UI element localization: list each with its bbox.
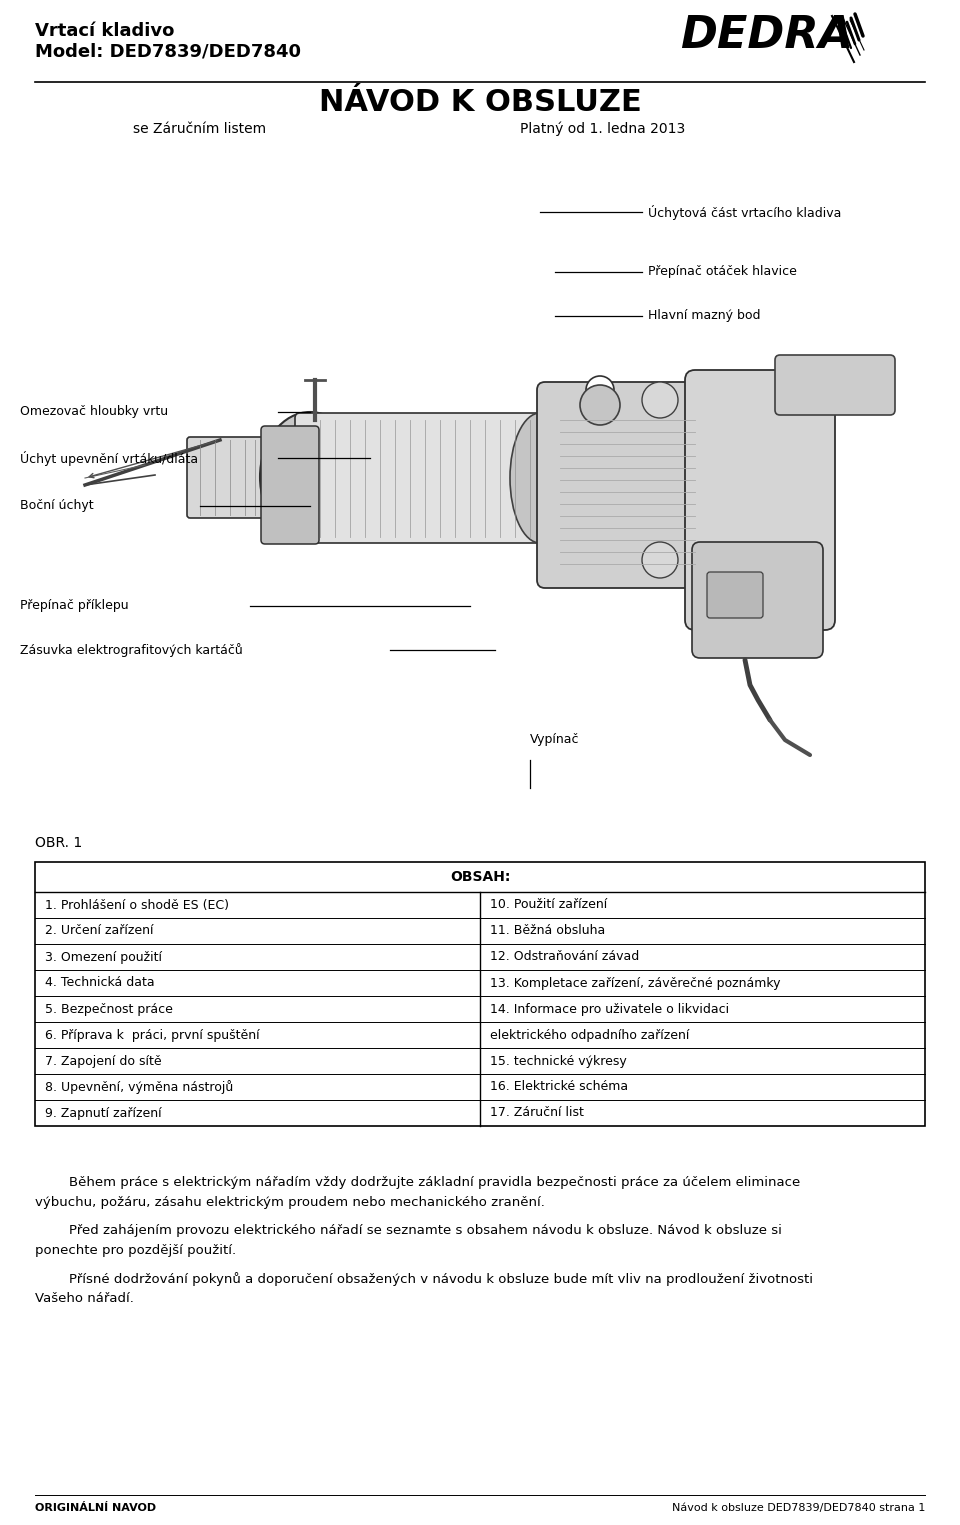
Text: Zásuvka elektrografitových kartáčů: Zásuvka elektrografitových kartáčů	[20, 644, 243, 657]
Circle shape	[580, 384, 620, 425]
Text: Přísné dodržování pokynů a doporučení obsažených v návodu k obsluze bude mít vli: Přísné dodržování pokynů a doporučení ob…	[35, 1272, 813, 1286]
Text: Omezovač hloubky vrtu: Omezovač hloubky vrtu	[20, 406, 168, 418]
Text: Boční úchyt: Boční úchyt	[20, 500, 94, 512]
Text: výbuchu, požáru, zásahu elektrickým proudem nebo mechanického zranění.: výbuchu, požáru, zásahu elektrickým prou…	[35, 1196, 545, 1209]
Circle shape	[586, 377, 614, 404]
Text: Vrtací kladivo: Vrtací kladivo	[35, 21, 175, 40]
FancyBboxPatch shape	[261, 425, 319, 544]
Text: Přepínač příklepu: Přepínač příklepu	[20, 599, 129, 613]
Text: Hlavní mazný bod: Hlavní mazný bod	[648, 310, 760, 322]
Text: Platný od 1. ledna 2013: Platný od 1. ledna 2013	[520, 122, 685, 137]
Text: 12. Odstraňování závad: 12. Odstraňování závad	[490, 950, 639, 964]
Text: elektrického odpadního zařízení: elektrického odpadního zařízení	[490, 1028, 689, 1042]
Text: 17. Záruční list: 17. Záruční list	[490, 1107, 584, 1119]
Text: 8. Upevnění, výměna nástrojů: 8. Upevnění, výměna nástrojů	[45, 1080, 233, 1093]
FancyBboxPatch shape	[775, 355, 895, 415]
Text: 16. Elektrické schéma: 16. Elektrické schéma	[490, 1081, 628, 1093]
FancyBboxPatch shape	[692, 541, 823, 657]
Text: 9. Zapnutí zařízení: 9. Zapnutí zařízení	[45, 1107, 161, 1119]
Circle shape	[642, 381, 678, 418]
Text: se Záručním listem: se Záručním listem	[133, 122, 267, 136]
Text: ponechte pro pozdější použití.: ponechte pro pozdější použití.	[35, 1244, 236, 1257]
FancyBboxPatch shape	[537, 381, 713, 589]
Text: 3. Omezení použití: 3. Omezení použití	[45, 950, 162, 964]
Text: 1. Prohlášení o shodě ES (EC): 1. Prohlášení o shodě ES (EC)	[45, 898, 229, 912]
Text: OBR. 1: OBR. 1	[35, 836, 83, 849]
Text: ORIGINÁLNÍ NAVOD: ORIGINÁLNÍ NAVOD	[35, 1504, 156, 1513]
Text: Úchyt upevnění vrtáku/dláta: Úchyt upevnění vrtáku/dláta	[20, 450, 198, 465]
Text: Návod k obsluze DED7839/DED7840 strana 1: Návod k obsluze DED7839/DED7840 strana 1	[672, 1504, 925, 1513]
Text: Vašeho nářadí.: Vašeho nářadí.	[35, 1292, 133, 1305]
Text: 13. Kompletace zařízení, závěrečné poznámky: 13. Kompletace zařízení, závěrečné pozná…	[490, 976, 780, 990]
Text: 7. Zapojení do sítě: 7. Zapojení do sítě	[45, 1054, 161, 1067]
FancyBboxPatch shape	[187, 438, 273, 518]
Text: 5. Bezpečnost práce: 5. Bezpečnost práce	[45, 1002, 173, 1016]
Text: 6. Příprava k  práci, první spuštění: 6. Příprava k práci, první spuštění	[45, 1028, 259, 1042]
Text: 14. Informace pro uživatele o likvidaci: 14. Informace pro uživatele o likvidaci	[490, 1002, 730, 1016]
Text: DEDRA: DEDRA	[680, 14, 853, 56]
Text: 4. Technická data: 4. Technická data	[45, 976, 155, 990]
Circle shape	[642, 541, 678, 578]
FancyBboxPatch shape	[707, 572, 763, 618]
Text: Model: DED7839/DED7840: Model: DED7839/DED7840	[35, 43, 301, 59]
Text: Před zahájením provozu elektrického nářadí se seznamte s obsahem návodu k obsluz: Před zahájením provozu elektrického nářa…	[35, 1225, 781, 1237]
Text: Během práce s elektrickým nářadím vždy dodržujte základní pravidla bezpečnosti p: Během práce s elektrickým nářadím vždy d…	[35, 1176, 801, 1190]
Text: Přepínač otáček hlavice: Přepínač otáček hlavice	[648, 265, 797, 279]
Text: 11. Běžná obsluha: 11. Běžná obsluha	[490, 924, 605, 938]
Bar	[35, 862, 925, 1125]
Ellipse shape	[260, 412, 360, 541]
FancyBboxPatch shape	[685, 371, 835, 630]
Text: 10. Použití zařízení: 10. Použití zařízení	[490, 898, 608, 912]
FancyBboxPatch shape	[295, 413, 615, 543]
Text: NÁVOD K OBSLUZE: NÁVOD K OBSLUZE	[319, 88, 641, 117]
Text: 2. Určení zařízení: 2. Určení zařízení	[45, 924, 154, 938]
Text: OBSAH:: OBSAH:	[450, 869, 510, 884]
Ellipse shape	[510, 413, 570, 543]
Text: Úchytová část vrtacího kladiva: Úchytová část vrtacího kladiva	[648, 204, 841, 220]
Ellipse shape	[270, 422, 350, 532]
Text: Vypínač: Vypínač	[530, 734, 580, 746]
Text: 15. technické výkresy: 15. technické výkresy	[490, 1054, 627, 1067]
